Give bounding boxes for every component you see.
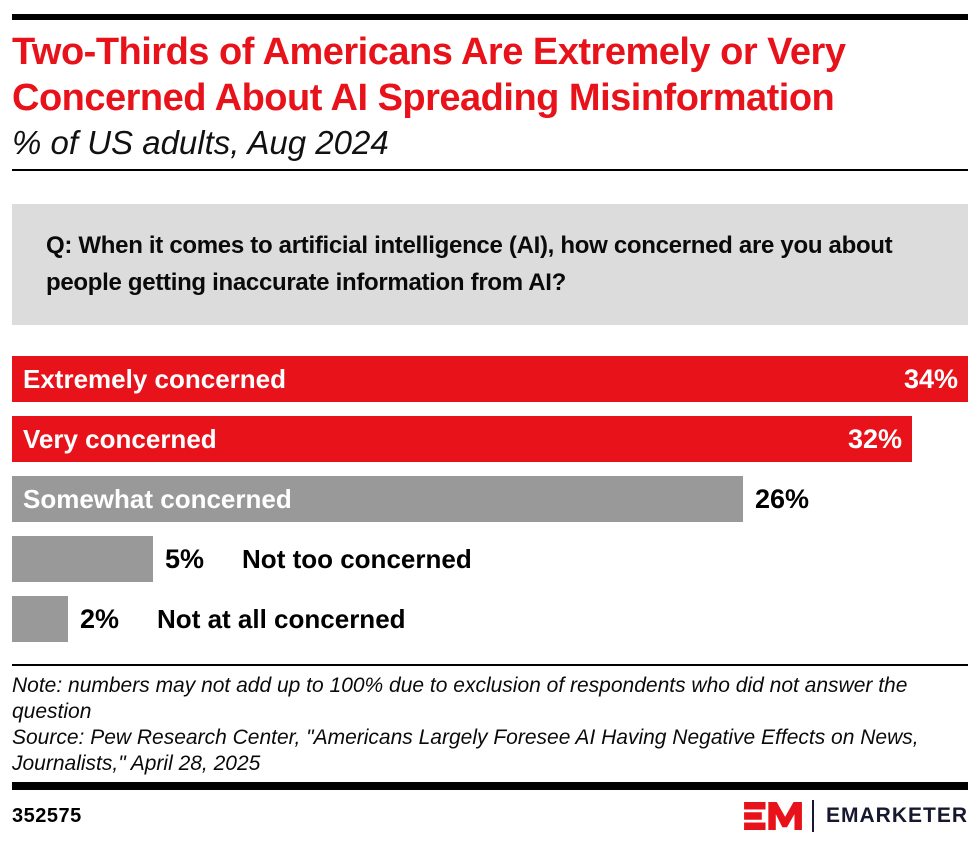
emarketer-logo: EMARKETER [744, 800, 968, 832]
question-box: Q: When it comes to artificial intellige… [12, 204, 968, 325]
note-text: Note: numbers may not add up to 100% due… [12, 674, 908, 723]
footer: 352575 EMARKETER [12, 798, 968, 834]
bar-value: 34% [903, 363, 958, 394]
bar-label: Not at all concerned [157, 603, 406, 634]
chart-id: 352575 [12, 804, 82, 827]
bar-fill: Very concerned 32% [12, 416, 912, 462]
chart-page: Two-Thirds of Americans Are Extremely or… [0, 14, 980, 852]
logo-divider [811, 800, 814, 832]
bar-label: Not too concerned [242, 543, 472, 574]
source-text: Source: Pew Research Center, "Americans … [12, 726, 919, 775]
page-title: Two-Thirds of Americans Are Extremely or… [12, 31, 846, 119]
bar-label: Somewhat concerned [23, 483, 292, 514]
bar-row: 5% Not too concerned [12, 536, 968, 582]
top-rule [12, 14, 968, 20]
notes-block: Note: numbers may not add up to 100% due… [12, 673, 968, 777]
bar-value: 5% [165, 543, 205, 574]
header-divider [12, 169, 968, 171]
bar-value: 2% [80, 603, 120, 634]
page-subtitle: % of US adults, Aug 2024 [12, 124, 389, 161]
bar-row: 2% Not at all concerned [12, 596, 968, 642]
bar-value: 32% [847, 423, 902, 454]
bar-row: Extremely concerned 34% [12, 356, 968, 402]
bar-chart: Extremely concerned 34% Very concerned 32% S… [12, 356, 968, 642]
bar-fill [12, 536, 153, 582]
bar-row: Very concerned 32% [12, 416, 968, 462]
bar-label: Extremely concerned [23, 363, 287, 394]
brand-name: EMARKETER [825, 804, 968, 827]
question-text: Q: When it comes to artificial intellige… [46, 232, 893, 296]
notes-divider [12, 664, 968, 666]
bar-fill: Extremely concerned 34% [12, 356, 968, 402]
em-monogram-icon [744, 802, 802, 830]
bar-row: Somewhat concerned 26% [12, 476, 968, 522]
bar-value: 26% [755, 483, 810, 514]
footer-rule [12, 782, 968, 790]
bar-fill: Somewhat concerned [12, 476, 743, 522]
bar-fill [12, 596, 68, 642]
bar-label: Very concerned [23, 423, 217, 454]
